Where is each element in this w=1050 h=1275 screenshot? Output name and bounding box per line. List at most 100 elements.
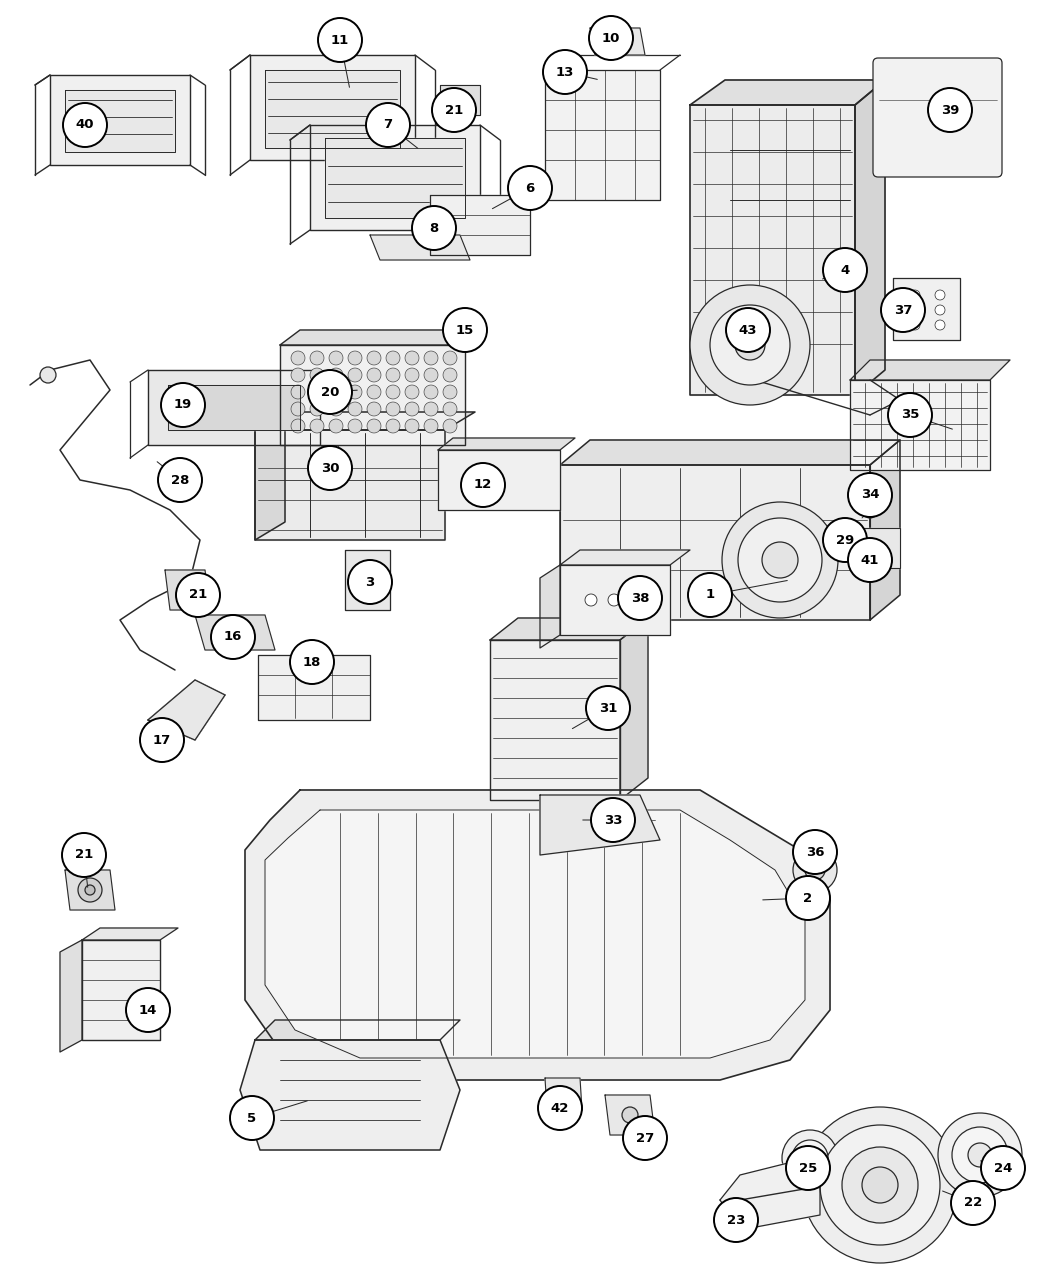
- Text: 25: 25: [799, 1162, 817, 1174]
- Polygon shape: [892, 278, 960, 340]
- Polygon shape: [50, 75, 190, 164]
- Text: 41: 41: [861, 553, 879, 566]
- Circle shape: [856, 555, 868, 566]
- Polygon shape: [850, 360, 1010, 380]
- Polygon shape: [168, 385, 300, 430]
- Circle shape: [318, 18, 362, 62]
- Circle shape: [722, 502, 838, 618]
- Text: 16: 16: [224, 631, 243, 644]
- Polygon shape: [545, 70, 660, 200]
- Circle shape: [161, 382, 205, 427]
- Circle shape: [793, 848, 837, 892]
- Polygon shape: [345, 550, 390, 609]
- Circle shape: [310, 351, 324, 365]
- Text: 3: 3: [365, 575, 375, 589]
- Text: 1: 1: [706, 589, 715, 602]
- Circle shape: [290, 640, 334, 683]
- Polygon shape: [165, 570, 210, 609]
- Polygon shape: [490, 618, 648, 640]
- Text: 15: 15: [456, 324, 475, 337]
- Text: 38: 38: [631, 592, 649, 604]
- Circle shape: [386, 402, 400, 416]
- Polygon shape: [310, 125, 480, 230]
- Circle shape: [386, 368, 400, 382]
- Polygon shape: [148, 370, 320, 445]
- Polygon shape: [255, 412, 285, 541]
- Text: 11: 11: [331, 33, 349, 46]
- Circle shape: [608, 594, 619, 606]
- Polygon shape: [438, 439, 575, 450]
- Circle shape: [726, 309, 770, 352]
- Polygon shape: [326, 138, 465, 218]
- Circle shape: [710, 305, 790, 385]
- Circle shape: [386, 419, 400, 434]
- Polygon shape: [720, 1155, 820, 1230]
- Circle shape: [310, 419, 324, 434]
- Circle shape: [786, 1146, 830, 1190]
- Polygon shape: [875, 60, 1000, 175]
- Circle shape: [622, 1107, 638, 1123]
- Circle shape: [862, 1167, 898, 1204]
- Text: 20: 20: [321, 385, 339, 399]
- Polygon shape: [255, 412, 475, 430]
- Polygon shape: [540, 565, 560, 648]
- Circle shape: [461, 463, 505, 507]
- Circle shape: [803, 1151, 817, 1165]
- Circle shape: [888, 393, 932, 437]
- Polygon shape: [850, 380, 990, 470]
- Polygon shape: [590, 28, 645, 55]
- Circle shape: [910, 305, 920, 315]
- Circle shape: [586, 686, 630, 731]
- Polygon shape: [605, 1095, 655, 1135]
- Circle shape: [443, 368, 457, 382]
- Text: 12: 12: [474, 478, 492, 491]
- Circle shape: [910, 289, 920, 300]
- Circle shape: [811, 866, 819, 873]
- Circle shape: [952, 1127, 1008, 1183]
- Polygon shape: [438, 450, 560, 510]
- Polygon shape: [690, 105, 855, 395]
- Circle shape: [291, 351, 304, 365]
- Circle shape: [348, 351, 362, 365]
- Circle shape: [981, 1146, 1025, 1190]
- Circle shape: [848, 473, 892, 516]
- Circle shape: [823, 249, 867, 292]
- Circle shape: [405, 419, 419, 434]
- Circle shape: [368, 402, 381, 416]
- Polygon shape: [540, 796, 660, 856]
- Polygon shape: [545, 1077, 582, 1111]
- Circle shape: [910, 320, 920, 330]
- Circle shape: [405, 351, 419, 365]
- Circle shape: [432, 88, 476, 133]
- Circle shape: [424, 368, 438, 382]
- Polygon shape: [560, 550, 690, 565]
- Polygon shape: [195, 615, 275, 650]
- Polygon shape: [240, 1040, 460, 1150]
- Polygon shape: [490, 640, 620, 799]
- Circle shape: [126, 988, 170, 1031]
- Circle shape: [348, 560, 392, 604]
- Text: 27: 27: [636, 1131, 654, 1145]
- Circle shape: [310, 368, 324, 382]
- Circle shape: [348, 419, 362, 434]
- Circle shape: [329, 351, 343, 365]
- Circle shape: [443, 309, 487, 352]
- Polygon shape: [255, 430, 445, 541]
- Text: 18: 18: [302, 655, 321, 668]
- Circle shape: [140, 718, 184, 762]
- Text: 21: 21: [445, 103, 463, 116]
- Circle shape: [934, 289, 945, 300]
- Circle shape: [78, 878, 102, 901]
- Circle shape: [443, 385, 457, 399]
- Circle shape: [443, 402, 457, 416]
- Circle shape: [951, 1181, 995, 1225]
- Circle shape: [443, 351, 457, 365]
- Circle shape: [424, 385, 438, 399]
- Circle shape: [589, 17, 633, 60]
- Circle shape: [158, 458, 202, 502]
- Polygon shape: [280, 330, 485, 346]
- Polygon shape: [620, 618, 648, 799]
- Circle shape: [348, 385, 362, 399]
- Circle shape: [310, 385, 324, 399]
- Circle shape: [291, 385, 304, 399]
